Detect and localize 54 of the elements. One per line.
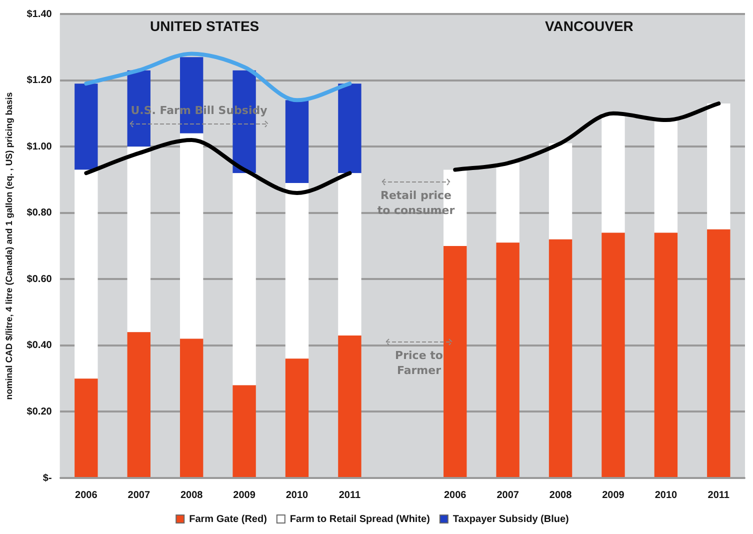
- y-tick-label: $0.60: [26, 274, 52, 285]
- x-tick-label: 2009: [602, 490, 625, 501]
- y-tick-label: $1.00: [26, 141, 52, 152]
- x-tick-label: 2011: [708, 490, 730, 501]
- bar: [74, 170, 98, 379]
- bar: [338, 335, 362, 477]
- bar: [127, 332, 150, 477]
- bar: [548, 239, 572, 477]
- y-tick-label: $0.80: [26, 208, 52, 219]
- bar: [285, 100, 309, 184]
- x-tick-label: 2010: [654, 490, 678, 501]
- x-tick-label: 2011: [338, 490, 361, 501]
- bar: [654, 232, 678, 477]
- bar: [654, 120, 678, 233]
- x-tick-label: 2010: [286, 490, 309, 501]
- line-series: [84, 52, 352, 102]
- bar: [338, 84, 362, 174]
- x-tick-label: 2006: [444, 490, 467, 501]
- y-tick-label: $0.20: [26, 406, 52, 418]
- x-tick-label: 2009: [233, 490, 256, 501]
- legend-label: Farm to Retail Spread (White): [290, 514, 430, 525]
- bar: [285, 358, 309, 477]
- annotation: Price to Farmer: [394, 348, 444, 378]
- y-axis-title: nominal CAD $/litre, 4 litre (Canada) and 1 gallon (eq. , US) pricing basis: [4, 92, 14, 400]
- bar: [180, 133, 204, 339]
- x-tick-label: 2008: [180, 490, 204, 501]
- annotation: UNITED STATES: [150, 18, 260, 34]
- x-tick-label: 2007: [496, 490, 520, 501]
- x-tick-label: 2007: [128, 490, 150, 501]
- bar: [180, 338, 204, 477]
- bar: [548, 143, 572, 240]
- y-tick-label: $1.40: [26, 8, 52, 20]
- bar: [232, 385, 256, 477]
- bar: [232, 173, 256, 386]
- y-tick-label: $0.40: [26, 340, 52, 352]
- bar: [496, 242, 520, 477]
- bar: [338, 173, 362, 336]
- bar: [285, 183, 309, 359]
- legend-label: Taxpayer Subsidy (Blue): [452, 514, 569, 525]
- y-tick-label: $1.20: [26, 75, 52, 86]
- y-tick-label: $-: [42, 472, 52, 484]
- legend-label: Farm Gate (Red): [189, 514, 267, 525]
- bar: [444, 246, 467, 477]
- bar: [127, 146, 150, 332]
- bar: [707, 229, 730, 477]
- bar: [74, 84, 98, 170]
- bar: [707, 103, 730, 230]
- bar: [74, 378, 98, 477]
- annotation: VANCOUVER: [545, 18, 634, 34]
- x-tick-label: 2006: [75, 490, 98, 501]
- bar: [496, 163, 520, 243]
- x-tick-label: 2008: [549, 490, 572, 501]
- bar: [602, 232, 625, 477]
- bar: [602, 113, 625, 233]
